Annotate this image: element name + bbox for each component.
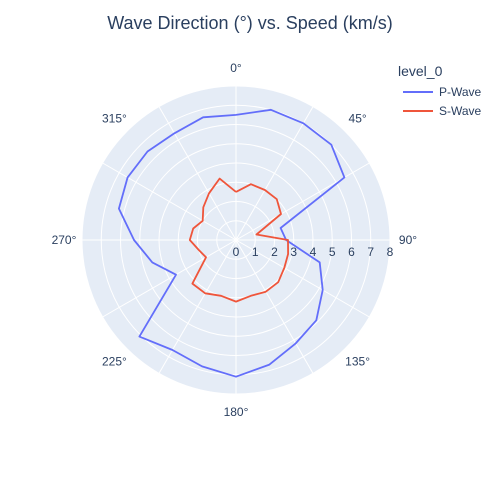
angular-tick-label: 180°	[224, 405, 249, 419]
angular-tick-label: 90°	[399, 233, 417, 247]
polar-grid	[81, 85, 391, 395]
series-line-p-wave	[118, 108, 346, 378]
series-line-s-wave	[188, 177, 290, 303]
radial-gridline	[81, 85, 391, 395]
radial-tick-label: 7	[367, 245, 374, 259]
radial-gridline	[120, 124, 352, 356]
radial-tick-label: 5	[329, 245, 336, 259]
radial-gridline	[177, 181, 295, 299]
angular-tick-label: 225°	[102, 355, 127, 369]
radial-tick-label: 4	[310, 245, 317, 259]
radial-gridline	[158, 162, 314, 318]
radial-gridline	[139, 143, 333, 337]
radial-tick-label: 2	[271, 245, 278, 259]
angular-tick-label: 0°	[230, 61, 242, 75]
legend: level_0 P-Wave S-Wave	[398, 63, 482, 118]
series-layer	[118, 108, 346, 378]
legend-item[interactable]: S-Wave	[403, 104, 482, 118]
angular-tick-label: 135°	[345, 355, 370, 369]
legend-title: level_0	[398, 63, 443, 79]
radial-tick-label: 3	[290, 245, 297, 259]
radial-tick-label: 1	[252, 245, 259, 259]
legend-label: S-Wave	[439, 104, 482, 118]
radial-tick-label: 6	[348, 245, 355, 259]
angular-tick-label: 270°	[52, 233, 77, 247]
tick-labels: 0 1 2 3 4 5 6 7 8 0° 45° 90° 135° 180° 225° 270° 315°	[52, 61, 418, 419]
legend-item[interactable]: P-Wave	[403, 85, 482, 99]
chart-title: Wave Direction (°) vs. Speed (km/s)	[107, 13, 393, 33]
angular-tick-label: 45°	[349, 111, 367, 125]
radial-gridline	[100, 104, 372, 376]
angular-tick-label: 315°	[102, 111, 127, 125]
radial-gridline	[197, 201, 275, 279]
radial-gridline	[216, 220, 256, 260]
radial-tick-label: 0	[233, 245, 240, 259]
radial-tick-label: 8	[387, 245, 394, 259]
legend-label: P-Wave	[439, 85, 482, 99]
